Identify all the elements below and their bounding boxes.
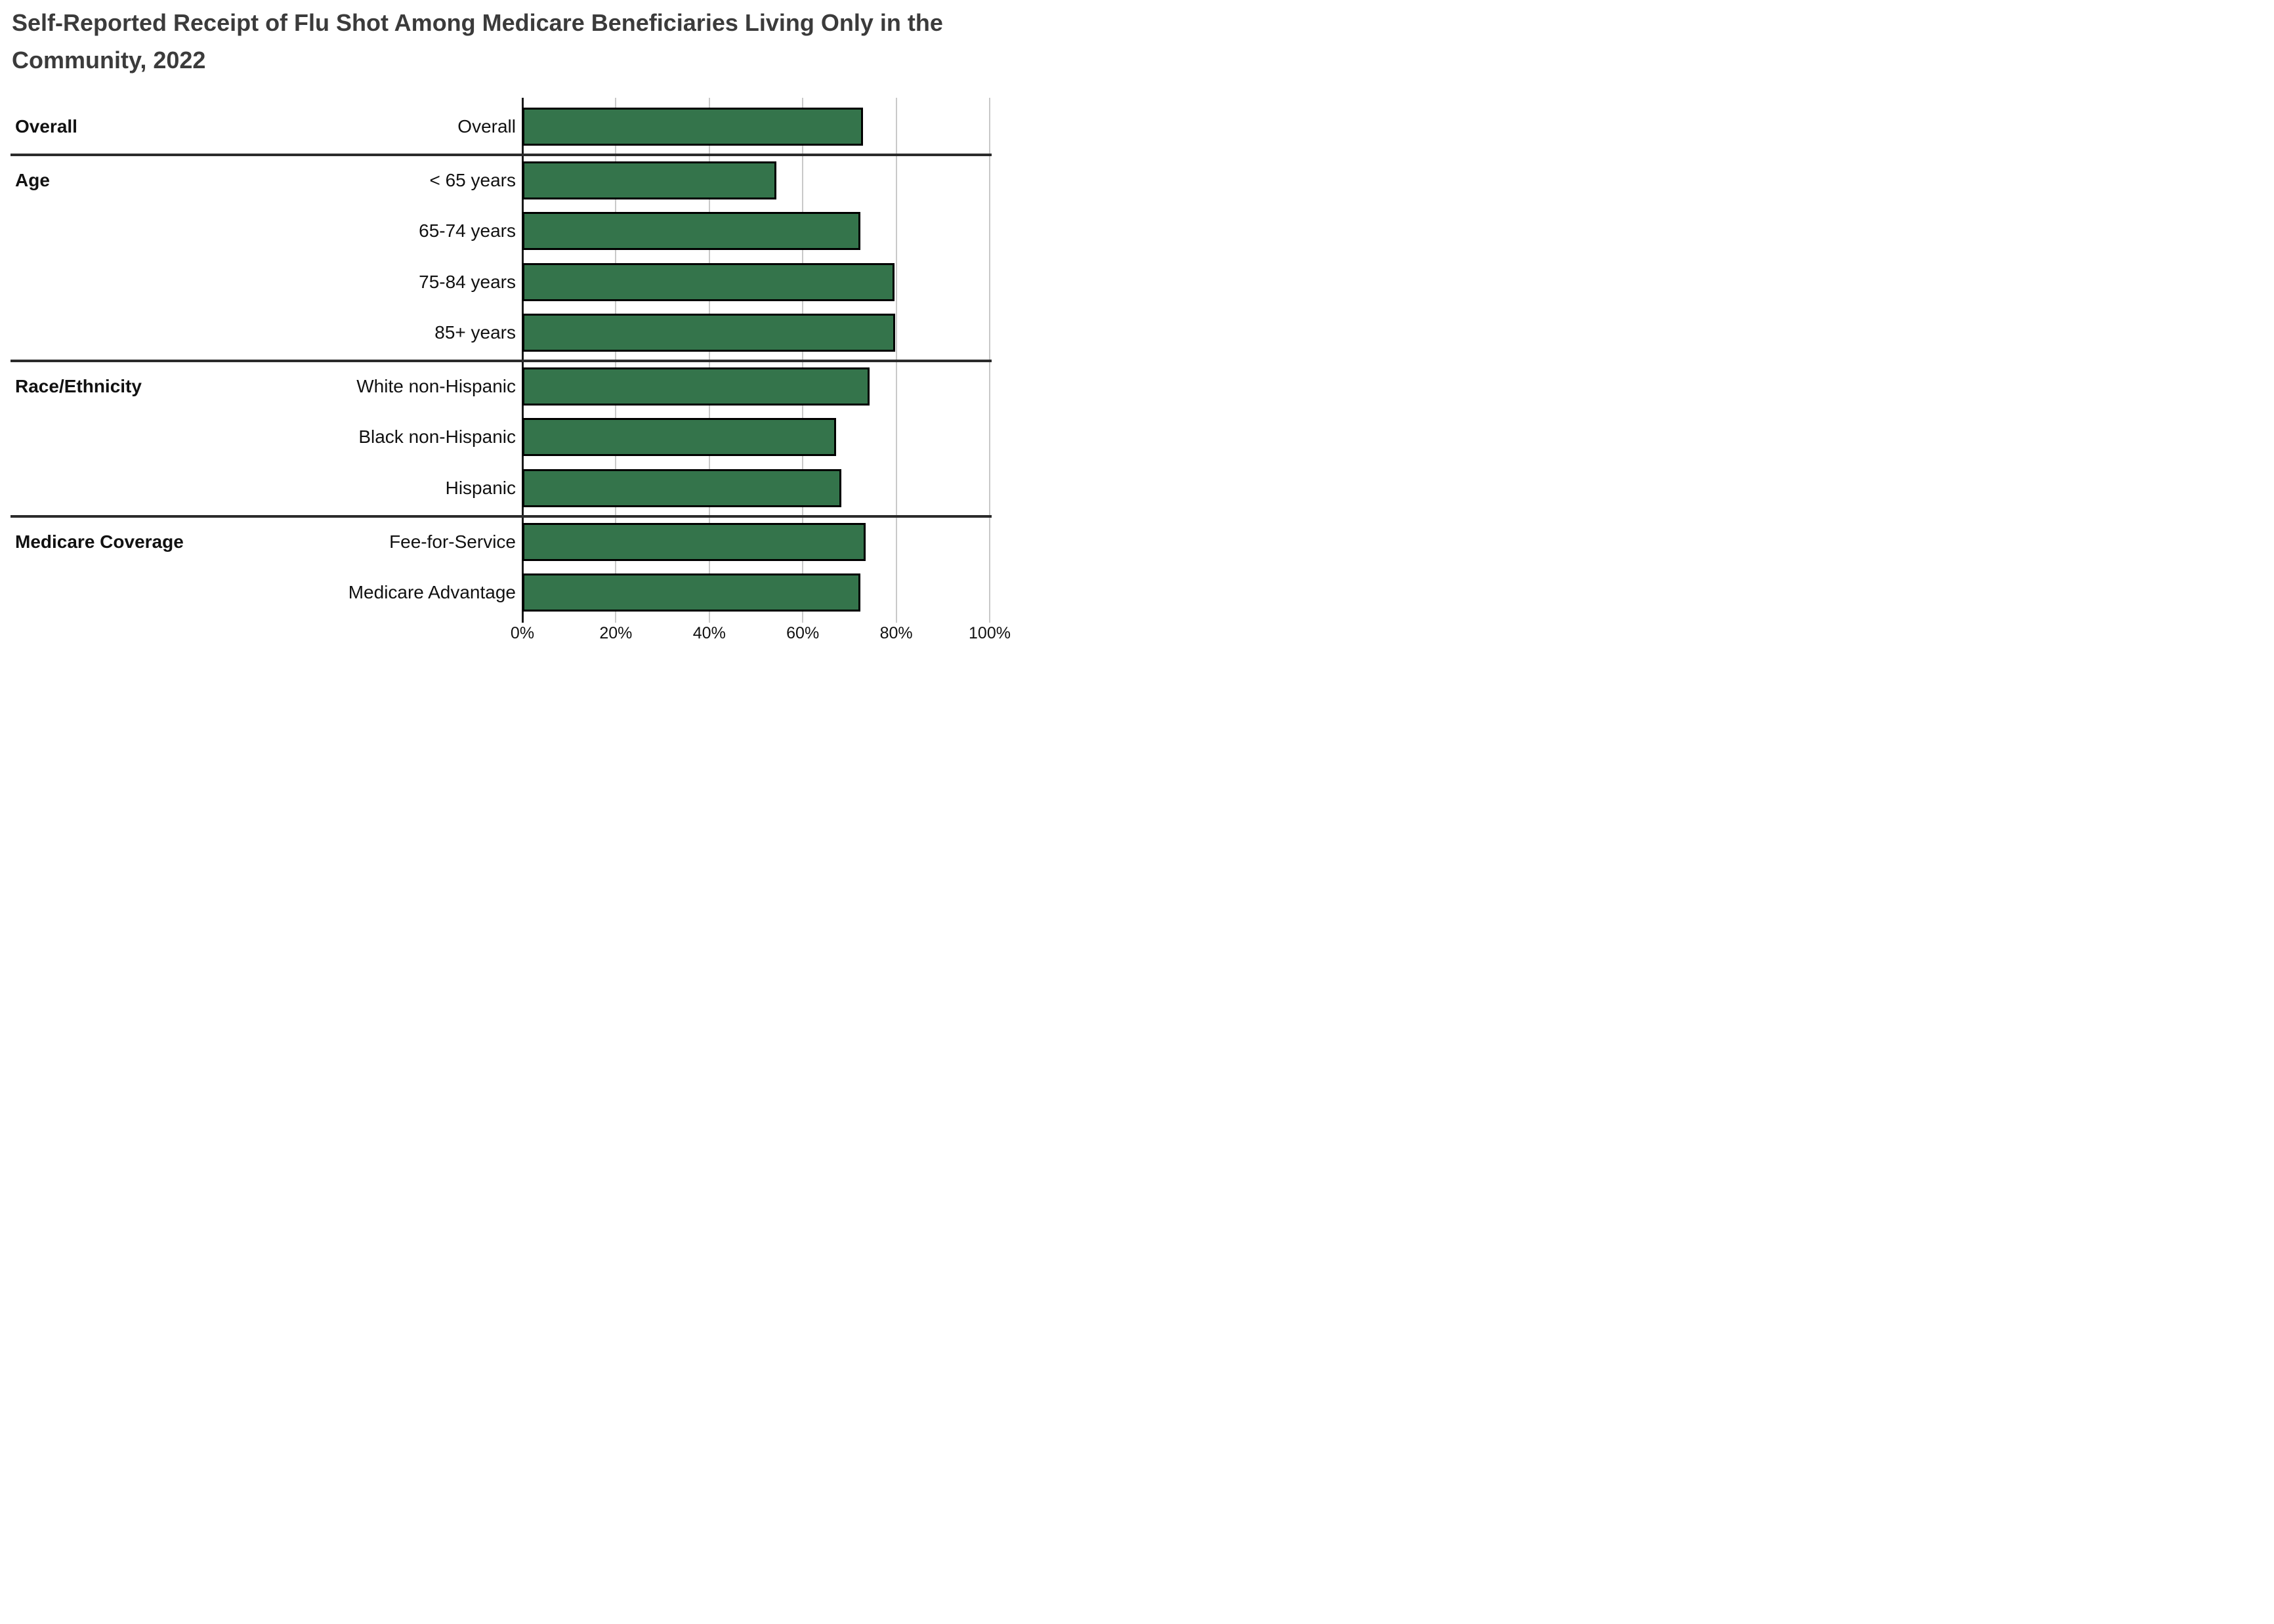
x-tick-label-20: 20% bbox=[599, 624, 633, 642]
row-label: Overall bbox=[457, 116, 516, 136]
x-tick-label-100: 100% bbox=[969, 624, 1011, 642]
x-tick-label-60: 60% bbox=[786, 624, 820, 642]
row-label: Medicare Advantage bbox=[348, 582, 516, 603]
section-label-0: Overall bbox=[15, 116, 77, 136]
bar-black-non-hispanic bbox=[522, 418, 836, 457]
chart-title: Self-Reported Receipt of Flu Shot Among … bbox=[12, 4, 943, 79]
row-label: Black non-Hispanic bbox=[358, 427, 516, 448]
section-label-2: Race/Ethnicity bbox=[15, 376, 142, 396]
section-label-3: Medicare Coverage bbox=[15, 531, 184, 552]
section-divider-1 bbox=[11, 360, 992, 362]
x-tick-label-0: 0% bbox=[510, 624, 535, 642]
section-label-1: Age bbox=[15, 169, 50, 190]
bar-75-84-years bbox=[522, 262, 895, 301]
x-tick-label-80: 80% bbox=[879, 624, 913, 642]
chart-canvas: Self-Reported Receipt of Flu Shot Among … bbox=[0, 0, 1011, 722]
chart-title-line-1: Self-Reported Receipt of Flu Shot Among … bbox=[12, 9, 943, 36]
section-divider-0 bbox=[11, 153, 992, 156]
row-label: 75-84 years bbox=[419, 271, 516, 292]
section-divider-2 bbox=[11, 514, 992, 518]
row-label: 65-74 years bbox=[419, 220, 516, 241]
chart-title-line-2: Community, 2022 bbox=[12, 47, 206, 73]
row-label: White non-Hispanic bbox=[356, 376, 516, 396]
bar-85-years bbox=[522, 314, 896, 352]
bar--65-years bbox=[522, 161, 777, 199]
row-label: Hispanic bbox=[445, 477, 516, 498]
x-tick-label-40: 40% bbox=[692, 624, 726, 642]
bar-fee-for-service bbox=[522, 522, 866, 561]
bar-overall bbox=[522, 108, 864, 146]
bar-hispanic bbox=[522, 468, 841, 507]
bar-medicare-advantage bbox=[522, 573, 861, 612]
bar-65-74-years bbox=[522, 212, 861, 251]
row-label: 85+ years bbox=[434, 322, 516, 343]
row-label: Fee-for-Service bbox=[389, 531, 516, 552]
row-label: < 65 years bbox=[429, 169, 516, 190]
bar-white-non-hispanic bbox=[522, 367, 870, 406]
